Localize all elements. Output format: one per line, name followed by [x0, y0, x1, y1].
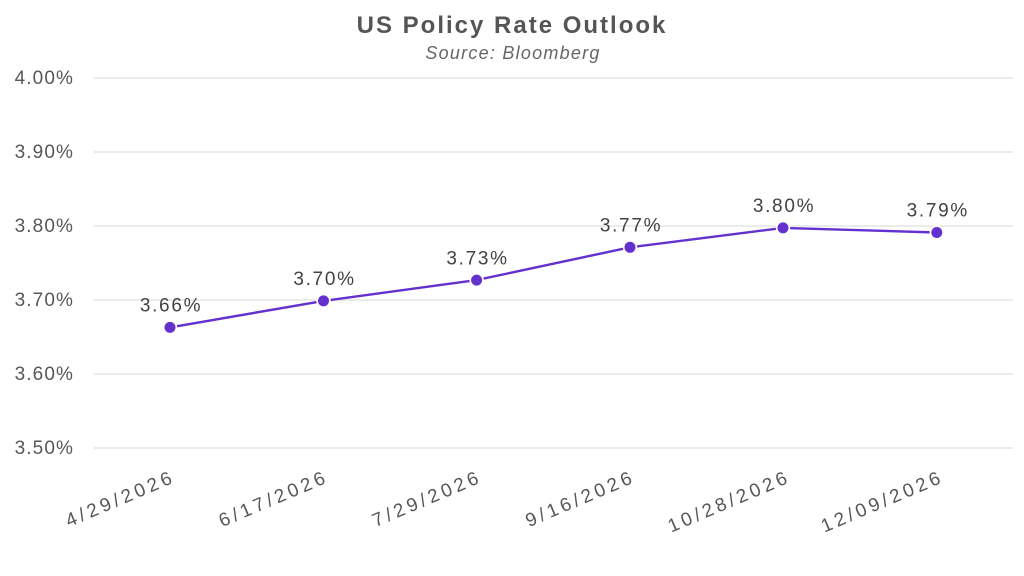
svg-text:4.00%: 4.00% [15, 68, 74, 89]
svg-text:3.66%: 3.66% [140, 296, 202, 317]
svg-text:3.50%: 3.50% [15, 438, 74, 459]
svg-text:3.80%: 3.80% [753, 196, 815, 217]
svg-text:3.60%: 3.60% [15, 364, 74, 385]
svg-text:3.79%: 3.79% [907, 201, 969, 222]
svg-text:3.80%: 3.80% [15, 216, 74, 237]
svg-text:3.73%: 3.73% [446, 248, 508, 269]
svg-text:3.70%: 3.70% [15, 290, 74, 311]
svg-text:Source: Bloomberg: Source: Bloomberg [425, 43, 600, 63]
svg-text:3.77%: 3.77% [600, 216, 662, 237]
svg-text:3.70%: 3.70% [293, 269, 355, 290]
svg-text:US Policy Rate Outlook: US Policy Rate Outlook [357, 12, 668, 39]
svg-text:3.90%: 3.90% [15, 142, 74, 163]
